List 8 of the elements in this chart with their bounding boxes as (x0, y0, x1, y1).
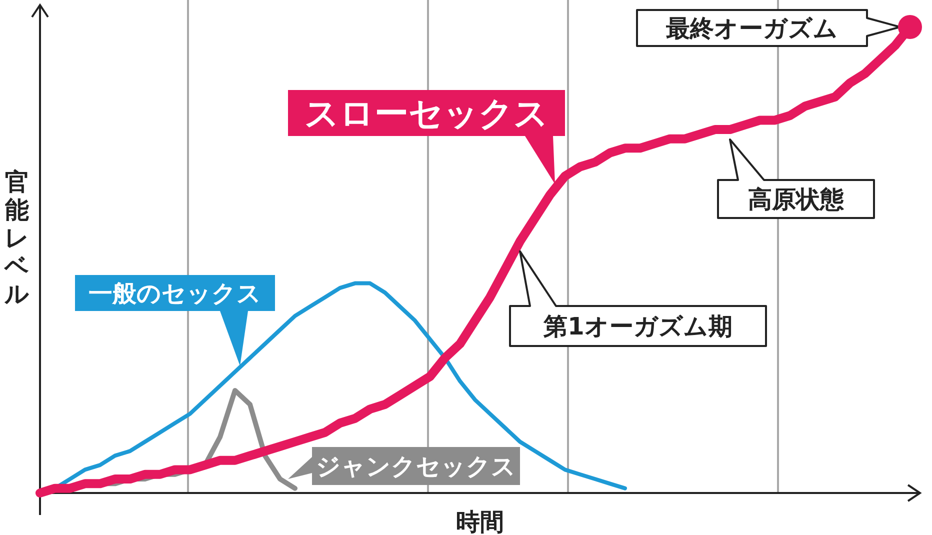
annotation: 高原状態 (748, 186, 845, 214)
y-axis-title: 官能レベル (4, 168, 30, 308)
series-label: ジャンクセックス (316, 452, 516, 481)
series-label: 一般のセックス (88, 280, 262, 308)
series-label: スローセックス (304, 94, 548, 134)
x-axis-title: 時間 (456, 508, 504, 535)
annotation: 第1オーガズム期 (542, 312, 732, 341)
annotation: 最終オーガズム (665, 14, 838, 43)
